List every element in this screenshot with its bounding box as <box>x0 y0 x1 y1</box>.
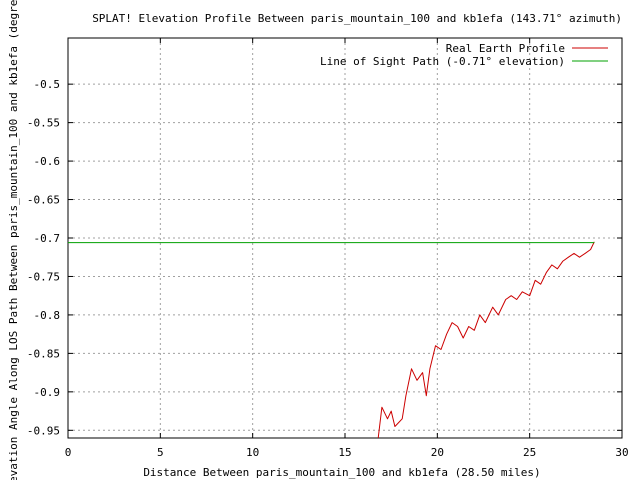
y-tick-label: -0.55 <box>27 117 60 130</box>
x-tick-label: 25 <box>523 446 536 459</box>
y-tick-label: -0.65 <box>27 194 60 207</box>
x-tick-label: 20 <box>431 446 444 459</box>
y-axis-label: Elevation Angle Along LOS Path Between p… <box>7 0 20 480</box>
y-tick-label: -0.8 <box>34 309 61 322</box>
x-tick-label: 30 <box>615 446 628 459</box>
y-tick-label: -0.7 <box>34 232 61 245</box>
chart-title: SPLAT! Elevation Profile Between paris_m… <box>92 12 622 25</box>
x-tick-label: 5 <box>157 446 164 459</box>
axis-ticks: 0 5 10 15 20 25 30 -0.5 -0.55 -0.6 -0.65 -0.7 -0.75 -… <box>27 38 629 459</box>
x-tick-label: 10 <box>246 446 259 459</box>
legend: Real Earth Profile Line of Sight Path (-… <box>320 42 608 68</box>
grid <box>68 38 622 438</box>
x-tick-label: 0 <box>65 446 72 459</box>
x-tick-label: 15 <box>338 446 351 459</box>
legend-label-real-earth: Real Earth Profile <box>446 42 565 55</box>
real-earth-profile-line <box>377 241 595 439</box>
x-axis-label: Distance Between paris_mountain_100 and … <box>143 466 540 479</box>
y-tick-label: -0.9 <box>34 386 61 399</box>
y-tick-label: -0.6 <box>34 155 61 168</box>
y-tick-label: -0.5 <box>34 78 61 91</box>
series-lines <box>68 241 595 439</box>
y-tick-label: -0.75 <box>27 270 60 283</box>
y-tick-label: -0.85 <box>27 347 60 360</box>
y-tick-label: -0.95 <box>27 424 60 437</box>
legend-label-line-of-sight: Line of Sight Path (-0.71° elevation) <box>320 55 565 68</box>
